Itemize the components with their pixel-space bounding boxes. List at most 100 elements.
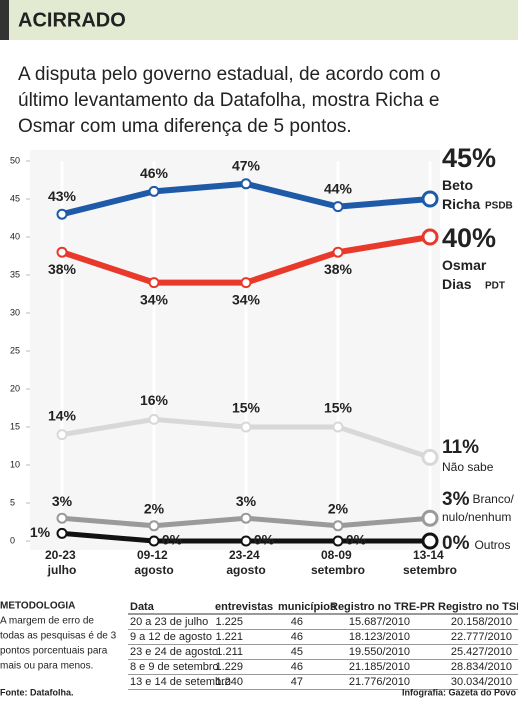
text-line: 08-09 bbox=[321, 548, 355, 562]
table-cell: 22.777/2010 bbox=[451, 631, 512, 643]
end-label: 0% bbox=[442, 533, 470, 554]
text-line: Branco/ bbox=[472, 492, 514, 506]
point bbox=[421, 509, 439, 527]
text-line: agosto bbox=[134, 563, 173, 577]
methodology-text: todas as pesquisas é de 3 bbox=[0, 631, 117, 642]
subtitle: Osmar com uma diferença de 5 pontos. bbox=[18, 116, 352, 137]
text-line: nulo/nenhum bbox=[442, 510, 511, 524]
point bbox=[332, 421, 344, 433]
table-cell: 18.123/2010 bbox=[349, 631, 410, 643]
text-line: setembro bbox=[403, 563, 457, 577]
text-line: Osmar bbox=[442, 257, 490, 273]
table-header: Registro no TRE-PR bbox=[330, 601, 435, 613]
y-tick-label: 0 bbox=[10, 535, 15, 545]
point bbox=[56, 512, 68, 524]
point bbox=[332, 520, 344, 532]
table-cell: 21.185/2010 bbox=[349, 661, 410, 673]
table-cell: 9 a 12 de agosto bbox=[130, 631, 212, 643]
point bbox=[240, 421, 252, 433]
methodology-text: pontos porcentuais para bbox=[0, 646, 108, 657]
value-label: 43% bbox=[48, 188, 77, 204]
table-cell: 21.776/2010 bbox=[349, 676, 410, 688]
point bbox=[240, 277, 252, 289]
x-tick-label: 09-12 agosto bbox=[134, 548, 173, 577]
point bbox=[56, 208, 68, 220]
text-line: setembro bbox=[311, 563, 365, 577]
point bbox=[148, 185, 160, 197]
methodology-text: mais ou para menos. bbox=[0, 661, 93, 672]
text-line: 20-23 bbox=[45, 548, 79, 562]
end-label: 45% bbox=[442, 143, 496, 173]
point bbox=[56, 429, 68, 441]
text-line: 09-12 bbox=[137, 548, 171, 562]
legend-party: PDT bbox=[485, 281, 505, 292]
source: Fonte: Datafolha. bbox=[0, 687, 74, 697]
point bbox=[240, 535, 252, 547]
x-tick-label: 13-14 setembro bbox=[403, 548, 457, 577]
table-cell: 1.225 bbox=[215, 616, 243, 628]
legend-name: Beto Richa bbox=[442, 177, 480, 212]
point bbox=[421, 448, 439, 466]
end-label: 3% bbox=[442, 489, 470, 510]
value-label: 38% bbox=[48, 261, 77, 277]
table-cell: 1.221 bbox=[215, 631, 243, 643]
credit: Infografia: Gazeta do Povo bbox=[402, 687, 517, 697]
subtitle: último levantamento da Datafolha, mostra… bbox=[18, 90, 439, 111]
table-cell: 19.550/2010 bbox=[349, 646, 410, 658]
value-label: 15% bbox=[232, 400, 261, 416]
value-label: 3% bbox=[236, 493, 257, 509]
chart: 0 5 10 15 20 25 30 35 40 45 50 20-23 julho 09-12 ago… bbox=[10, 143, 514, 577]
point bbox=[421, 532, 439, 550]
table-cell: 8 e 9 de setembro bbox=[130, 661, 219, 673]
x-tick-label: 20-23 julho bbox=[45, 548, 79, 577]
table-cell: 1.229 bbox=[215, 661, 243, 673]
table-cell: 1.240 bbox=[215, 676, 243, 688]
table-cell: 23 e 24 de agosto bbox=[130, 646, 218, 658]
value-label: 15% bbox=[324, 400, 353, 416]
value-label: 0% bbox=[346, 532, 367, 548]
y-tick-label: 15 bbox=[10, 421, 20, 431]
point bbox=[421, 190, 439, 208]
point bbox=[148, 413, 160, 425]
y-tick-label: 35 bbox=[10, 269, 20, 279]
value-label: 47% bbox=[232, 158, 261, 174]
text-line: Dias bbox=[442, 276, 472, 292]
plot-bg bbox=[30, 150, 440, 550]
y-tick-label: 20 bbox=[10, 383, 20, 393]
title: ACIRRADO bbox=[18, 9, 126, 31]
table-cell: 46 bbox=[291, 616, 303, 628]
x-tick-label: 23-24 agosto bbox=[226, 548, 265, 577]
table-cell: 13 e 14 de setembro bbox=[130, 676, 231, 688]
value-label: 34% bbox=[232, 291, 261, 307]
point bbox=[240, 178, 252, 190]
header-band bbox=[0, 0, 518, 40]
value-label: 44% bbox=[324, 180, 353, 196]
y-tick-label: 50 bbox=[10, 155, 20, 165]
table-header: entrevistas bbox=[215, 601, 273, 613]
point bbox=[148, 277, 160, 289]
point bbox=[56, 527, 68, 539]
table-cell: 45 bbox=[291, 646, 303, 658]
table-cell: 15.687/2010 bbox=[349, 616, 410, 628]
table-header: municípios bbox=[278, 601, 336, 613]
table-cell: 20.158/2010 bbox=[451, 616, 512, 628]
value-label: 0% bbox=[162, 532, 183, 548]
legend-name: Osmar Dias bbox=[442, 257, 490, 292]
value-label: 46% bbox=[140, 165, 169, 181]
value-label: 38% bbox=[324, 261, 353, 277]
table-cell: 47 bbox=[291, 676, 303, 688]
y-tick-label: 25 bbox=[10, 345, 20, 355]
text-line: julho bbox=[47, 563, 77, 577]
table-cell: 46 bbox=[291, 631, 303, 643]
text-line: 13-14 bbox=[413, 548, 447, 562]
point bbox=[148, 535, 160, 547]
point bbox=[421, 228, 439, 246]
end-label: 11% bbox=[442, 437, 479, 458]
y-tick-label: 30 bbox=[10, 307, 20, 317]
legend-name: Branco/nulo/nenhum bbox=[442, 492, 514, 524]
point bbox=[56, 246, 68, 258]
end-label: 40% bbox=[442, 223, 496, 253]
table-header: Data bbox=[130, 601, 155, 613]
text-line: agosto bbox=[226, 563, 265, 577]
